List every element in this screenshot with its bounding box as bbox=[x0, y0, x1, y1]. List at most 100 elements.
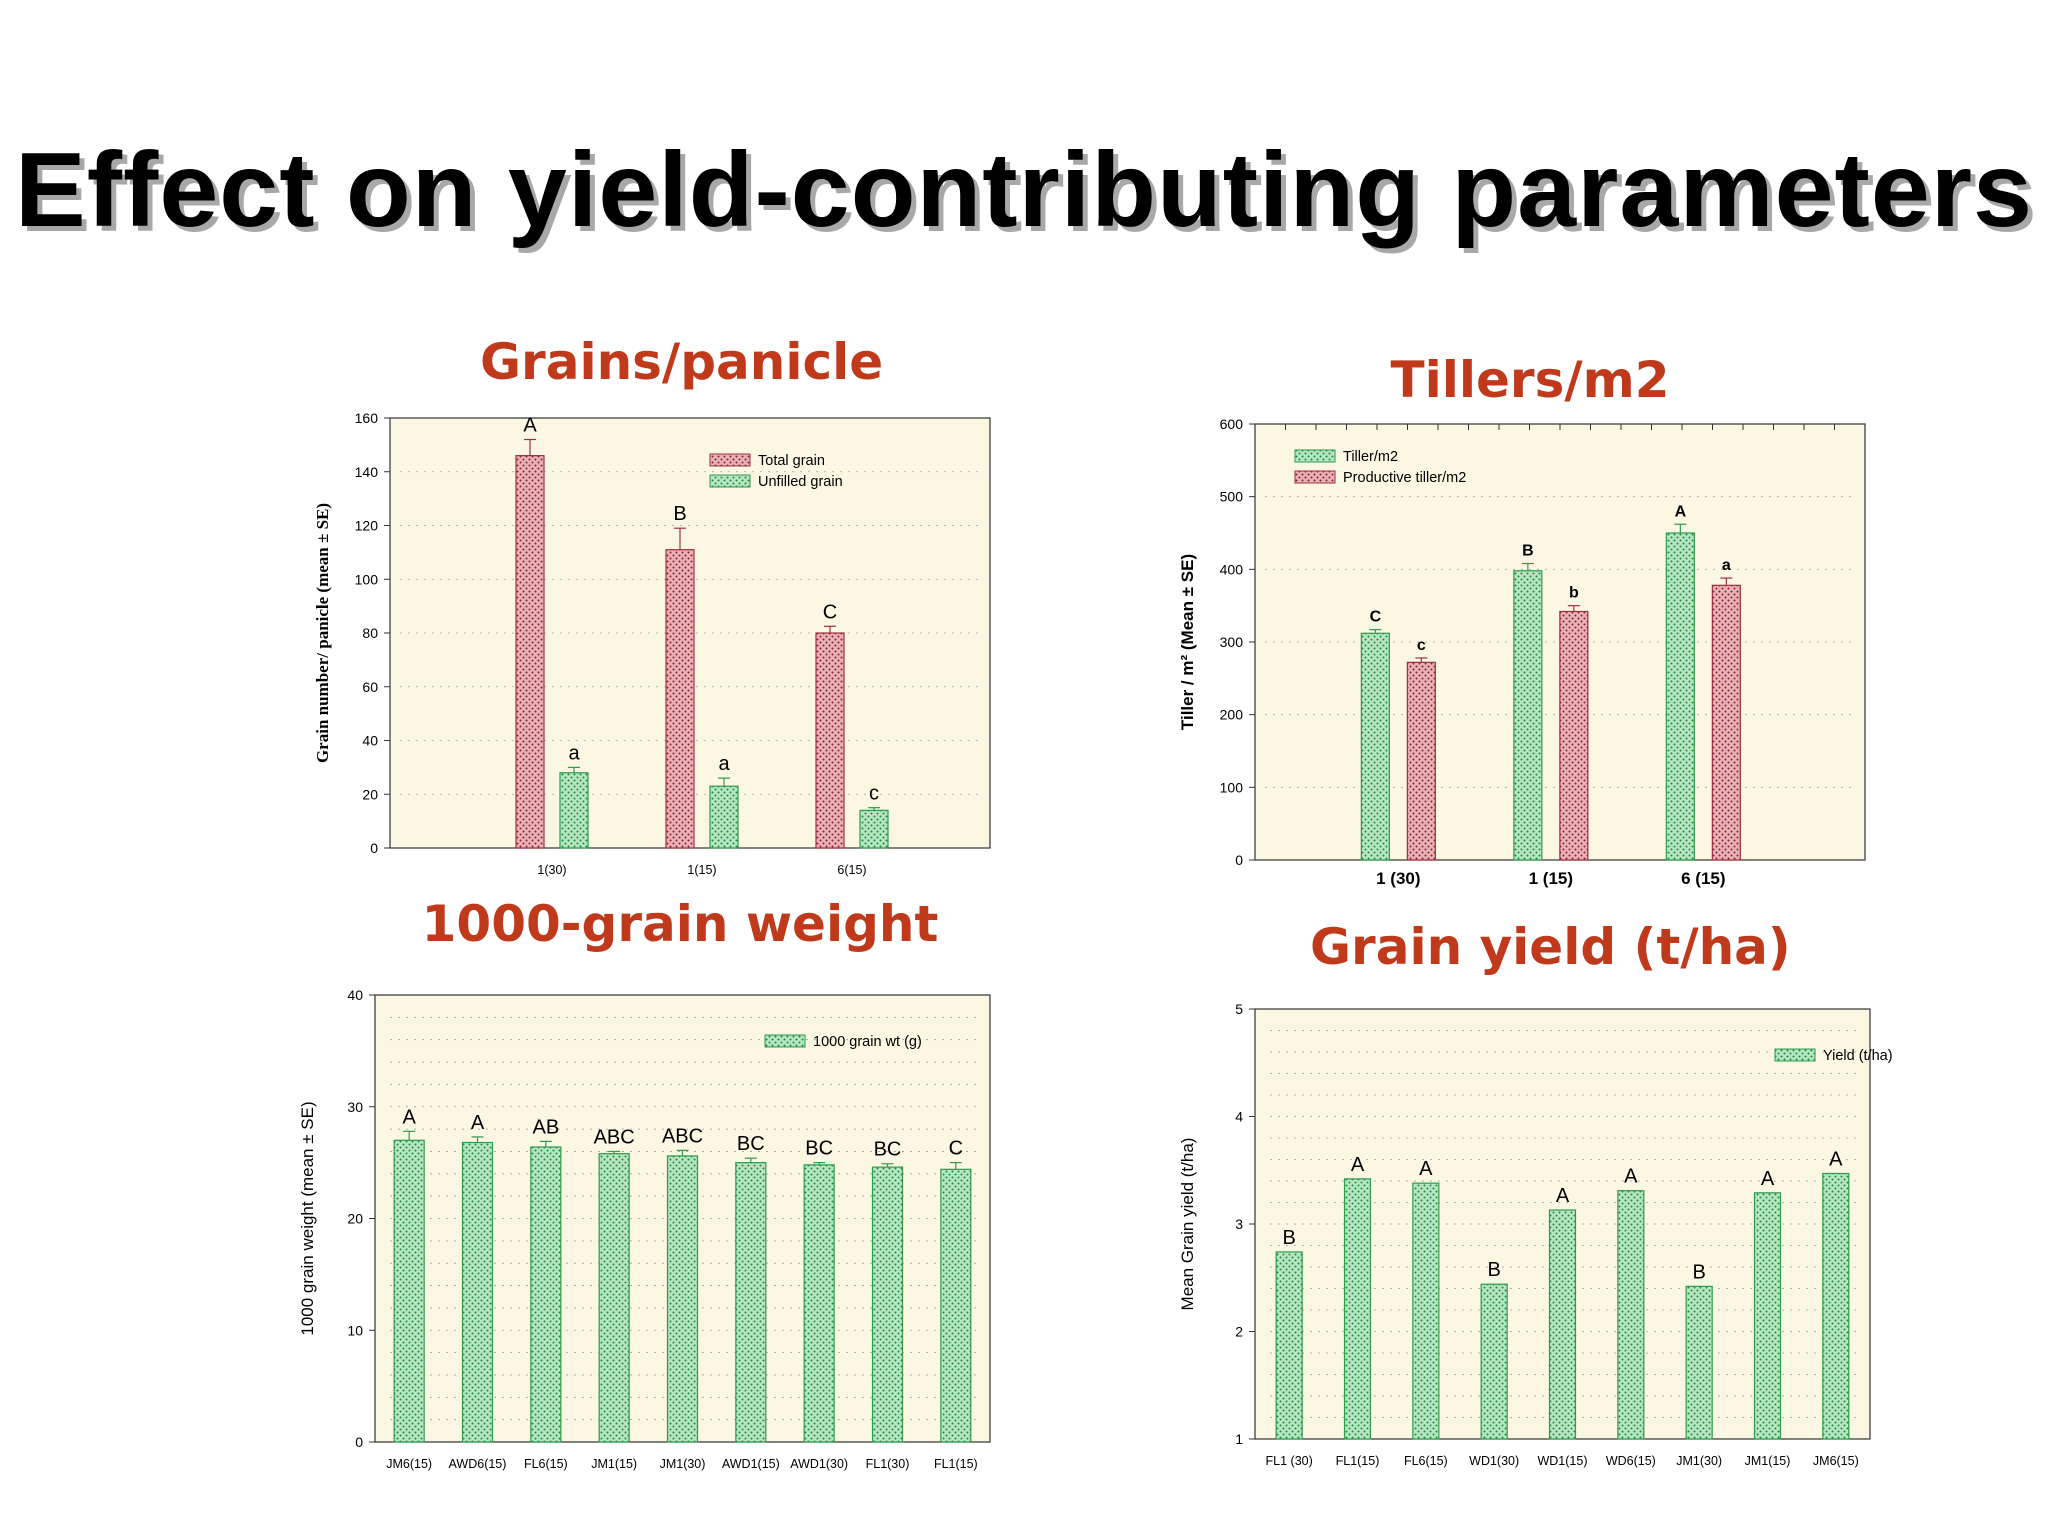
significance-label: A bbox=[1675, 503, 1687, 520]
bar bbox=[735, 1162, 767, 1443]
y-axis-label: Grain number/ panicle (mean ± SE) bbox=[313, 503, 332, 763]
y-tick-label: 3 bbox=[1235, 1216, 1243, 1232]
x-tick-label: 1(15) bbox=[687, 863, 716, 877]
legend-label: 1000 grain wt (g) bbox=[813, 1034, 922, 1050]
x-tick-label: JM1(15) bbox=[591, 1457, 637, 1471]
y-tick-label: 400 bbox=[1220, 561, 1244, 577]
x-tick-label: WD6(15) bbox=[1606, 1454, 1656, 1468]
bar bbox=[940, 1168, 972, 1443]
chart-title-weight: 1000-grain weight bbox=[421, 895, 939, 953]
y-tick-label: 100 bbox=[1220, 779, 1244, 795]
x-tick-label: WD1(30) bbox=[1469, 1454, 1519, 1468]
y-axis-label: 1000 grain weight (mean ± SE) bbox=[298, 1101, 317, 1335]
x-tick-label: FL1(15) bbox=[1336, 1454, 1380, 1468]
significance-label: A bbox=[1624, 1166, 1638, 1188]
bar bbox=[666, 1155, 699, 1443]
legend-swatch bbox=[1774, 1048, 1816, 1062]
y-tick-label: 60 bbox=[362, 679, 378, 695]
legend-swatch bbox=[1294, 470, 1336, 484]
significance-label: c bbox=[869, 783, 879, 805]
significance-label: BC bbox=[805, 1138, 833, 1160]
y-tick-label: 80 bbox=[362, 625, 378, 641]
y-tick-label: 600 bbox=[1220, 416, 1244, 432]
significance-label: B bbox=[1487, 1259, 1500, 1281]
x-tick-label: JM1(30) bbox=[660, 1457, 706, 1471]
significance-label: B bbox=[1282, 1227, 1295, 1249]
bar bbox=[530, 1146, 562, 1443]
significance-label: C bbox=[823, 601, 837, 623]
x-tick-label: FL6(15) bbox=[524, 1457, 568, 1471]
significance-label: ABC bbox=[662, 1125, 703, 1147]
y-tick-label: 2 bbox=[1235, 1324, 1243, 1340]
legend-swatch bbox=[764, 1034, 806, 1048]
x-tick-label: JM6(15) bbox=[386, 1457, 432, 1471]
chart-title-tillers: Tillers/m2 bbox=[1390, 351, 1670, 409]
y-tick-label: 200 bbox=[1220, 707, 1244, 723]
bar bbox=[1343, 1178, 1372, 1440]
bar bbox=[1412, 1182, 1440, 1440]
bar bbox=[559, 772, 589, 849]
bar bbox=[1513, 570, 1543, 861]
y-axis-label: Mean Grain yield (t/ha) bbox=[1178, 1138, 1197, 1311]
legend-label: Total grain bbox=[758, 453, 825, 469]
x-tick-label: 6(15) bbox=[837, 863, 866, 877]
bar bbox=[1480, 1283, 1508, 1440]
y-tick-label: 40 bbox=[362, 733, 378, 749]
bar bbox=[1360, 632, 1390, 861]
y-tick-label: 300 bbox=[1220, 634, 1244, 650]
significance-label: B bbox=[1692, 1261, 1705, 1283]
y-axis-label: Tiller / m² (Mean ± SE) bbox=[1178, 554, 1197, 730]
significance-label: B bbox=[673, 503, 686, 525]
significance-label: A bbox=[1761, 1168, 1775, 1190]
legend-swatch bbox=[1294, 449, 1336, 463]
x-tick-label: AWD1(30) bbox=[790, 1457, 848, 1471]
significance-label: A bbox=[1556, 1185, 1570, 1207]
y-tick-label: 500 bbox=[1220, 489, 1244, 505]
x-tick-label: FL6(15) bbox=[1404, 1454, 1448, 1468]
legend-label: Productive tiller/m2 bbox=[1343, 470, 1466, 486]
significance-label: a bbox=[568, 742, 580, 764]
x-tick-label: JM1(30) bbox=[1676, 1454, 1722, 1468]
bar bbox=[859, 809, 889, 849]
significance-label: A bbox=[1829, 1148, 1843, 1170]
y-tick-label: 100 bbox=[355, 571, 379, 587]
legend-label: Unfilled grain bbox=[758, 474, 843, 490]
significance-label: BC bbox=[737, 1133, 765, 1155]
bar bbox=[1753, 1192, 1782, 1440]
significance-label: ABC bbox=[594, 1126, 635, 1148]
significance-label: C bbox=[1370, 609, 1382, 626]
significance-label: AB bbox=[532, 1116, 559, 1138]
significance-label: A bbox=[523, 415, 537, 437]
y-tick-label: 5 bbox=[1235, 1001, 1243, 1017]
bar bbox=[665, 549, 695, 849]
grain-yield-chart: 1 2 3 4 5 Mean Grain yield (t/ha) B FL1 (30) A FL… bbox=[1178, 995, 1893, 1475]
x-tick-label: JM6(15) bbox=[1813, 1454, 1859, 1468]
y-tick-label: 20 bbox=[347, 1211, 363, 1227]
x-tick-label: FL1(15) bbox=[934, 1457, 978, 1471]
bar bbox=[1406, 661, 1436, 861]
legend-swatch bbox=[709, 474, 751, 488]
bar bbox=[803, 1164, 835, 1443]
significance-label: B bbox=[1522, 543, 1534, 560]
bar bbox=[1548, 1209, 1577, 1440]
legend-label: Yield (t/ha) bbox=[1823, 1048, 1893, 1064]
bar bbox=[1559, 610, 1589, 861]
y-tick-label: 0 bbox=[1235, 852, 1243, 868]
bar bbox=[709, 785, 739, 849]
significance-label: BC bbox=[874, 1139, 902, 1161]
significance-label: A bbox=[471, 1112, 485, 1134]
legend-swatch bbox=[709, 453, 751, 467]
grain-weight-chart: 0 10 20 30 40 1000 grain weight (mean ± SE) A J… bbox=[298, 975, 1000, 1475]
bar bbox=[598, 1153, 630, 1443]
y-tick-label: 160 bbox=[355, 410, 379, 426]
bar bbox=[815, 632, 845, 849]
tillers-chart: 0 100 200 300 400 500 600 Tiller / m² (Mean ± S… bbox=[1160, 410, 1880, 888]
y-tick-label: 40 bbox=[347, 987, 363, 1003]
bar bbox=[1665, 532, 1695, 861]
bar bbox=[1275, 1251, 1303, 1440]
significance-label: A bbox=[1351, 1154, 1365, 1176]
y-tick-label: 0 bbox=[370, 840, 378, 856]
x-tick-label: 6 (15) bbox=[1681, 869, 1725, 888]
y-tick-label: 120 bbox=[355, 518, 379, 534]
x-tick-label: 1(30) bbox=[537, 863, 566, 877]
